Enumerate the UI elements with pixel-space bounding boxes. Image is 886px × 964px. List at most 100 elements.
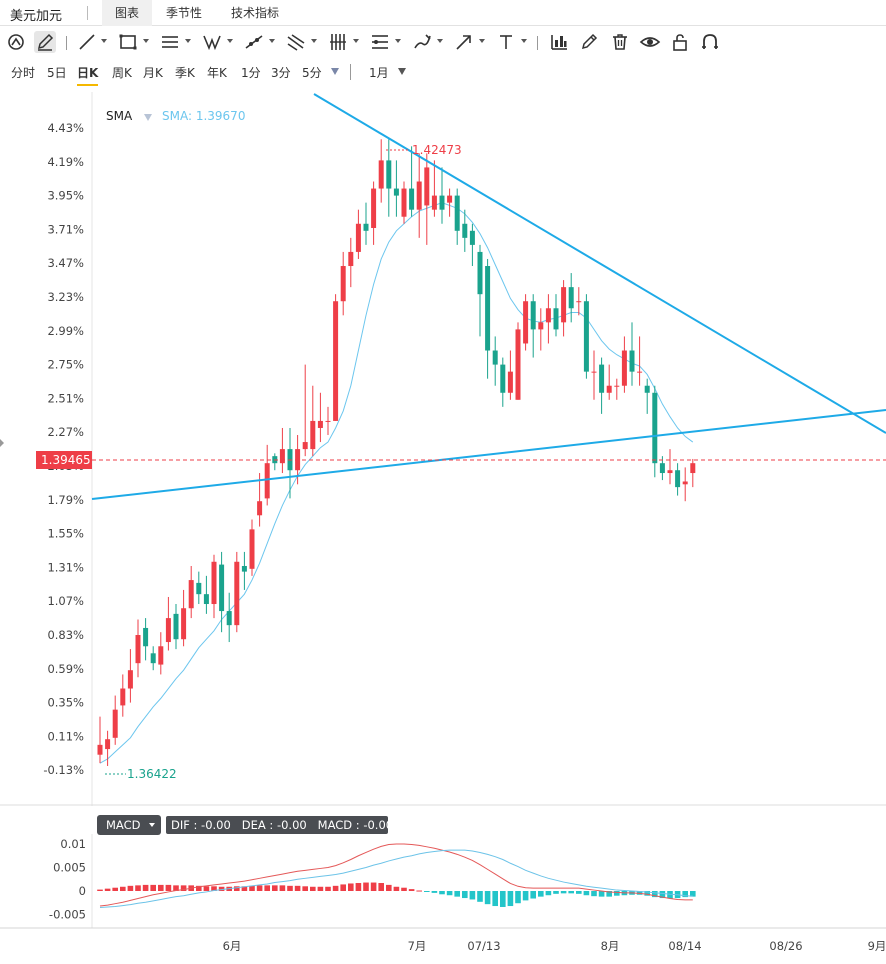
chevron-down-icon[interactable] bbox=[227, 39, 233, 43]
candle[interactable] bbox=[120, 674, 126, 717]
candle[interactable] bbox=[97, 716, 103, 764]
candle[interactable] bbox=[150, 646, 156, 671]
eye-icon[interactable] bbox=[639, 31, 661, 53]
candle[interactable] bbox=[234, 551, 240, 633]
candle[interactable] bbox=[135, 619, 141, 678]
candle[interactable] bbox=[454, 188, 460, 245]
candle[interactable] bbox=[424, 153, 430, 245]
arrow-icon[interactable] bbox=[453, 31, 475, 53]
candle[interactable] bbox=[538, 308, 544, 351]
parallel-lines-icon[interactable] bbox=[159, 31, 181, 53]
candle[interactable] bbox=[614, 378, 620, 400]
candle[interactable] bbox=[241, 551, 247, 590]
candle[interactable] bbox=[629, 322, 635, 386]
candle[interactable] bbox=[583, 294, 589, 379]
candle[interactable] bbox=[165, 596, 171, 651]
trash-icon[interactable] bbox=[609, 31, 631, 53]
period-weekly[interactable]: 周K bbox=[112, 66, 132, 80]
candle[interactable] bbox=[340, 251, 346, 316]
candle[interactable] bbox=[287, 427, 293, 499]
candle[interactable] bbox=[279, 427, 285, 474]
candle[interactable] bbox=[181, 589, 187, 647]
candle[interactable] bbox=[143, 618, 149, 661]
candle[interactable] bbox=[507, 350, 513, 400]
candle[interactable] bbox=[416, 153, 422, 238]
candle[interactable] bbox=[363, 202, 369, 245]
chevron-down-icon[interactable] bbox=[269, 39, 275, 43]
macd-selector[interactable] bbox=[97, 815, 161, 835]
candlestick-chart[interactable]: 4.43% 4.19% 3.95% 3.71% 3.47% 3.23% 2.99% 2.75%… bbox=[0, 92, 886, 806]
period-3min[interactable]: 3分 bbox=[271, 66, 291, 80]
candle[interactable] bbox=[325, 406, 331, 436]
candle[interactable] bbox=[644, 378, 650, 414]
macd-panel[interactable]: MACD DIF : -0.00 DEA : -0.00 MACD : -0.0… bbox=[0, 808, 886, 964]
candle[interactable] bbox=[211, 554, 217, 619]
trendline-support[interactable] bbox=[91, 409, 886, 500]
candle[interactable] bbox=[188, 565, 194, 619]
tab-chart[interactable]: 图表 bbox=[102, 0, 152, 26]
candle[interactable] bbox=[469, 223, 475, 267]
period-1min[interactable]: 1分 bbox=[241, 66, 261, 80]
pattern-icon[interactable] bbox=[201, 31, 223, 53]
fork-icon[interactable] bbox=[285, 31, 307, 53]
period-intraday[interactable]: 分时 bbox=[11, 66, 36, 80]
candle[interactable] bbox=[264, 444, 270, 506]
trendline-resistance[interactable] bbox=[313, 93, 886, 434]
candle[interactable] bbox=[348, 237, 354, 288]
candle[interactable] bbox=[599, 357, 605, 414]
candle[interactable] bbox=[591, 350, 597, 400]
candle[interactable] bbox=[203, 575, 209, 614]
candle[interactable] bbox=[378, 139, 384, 203]
bar-chart-icon[interactable] bbox=[548, 31, 570, 53]
candle[interactable] bbox=[637, 336, 643, 386]
candle[interactable] bbox=[561, 280, 567, 337]
period-more-icon[interactable] bbox=[331, 68, 339, 75]
candle[interactable] bbox=[439, 167, 445, 224]
candle[interactable] bbox=[675, 463, 681, 496]
range-dropdown-icon[interactable] bbox=[398, 68, 406, 75]
candle[interactable] bbox=[477, 244, 483, 337]
candle[interactable] bbox=[606, 364, 612, 400]
candle[interactable] bbox=[401, 181, 407, 224]
period-5day[interactable]: 5日 bbox=[47, 66, 67, 80]
candle[interactable] bbox=[158, 632, 164, 675]
magnet-icon[interactable] bbox=[5, 31, 27, 53]
chevron-down-icon[interactable] bbox=[311, 39, 317, 43]
candle[interactable] bbox=[333, 294, 339, 421]
candle[interactable] bbox=[112, 695, 118, 745]
period-quarterly[interactable]: 季K bbox=[175, 66, 195, 80]
period-daily[interactable]: 日K bbox=[77, 64, 99, 86]
candle[interactable] bbox=[272, 453, 278, 471]
chevron-down-icon[interactable] bbox=[437, 39, 443, 43]
collapse-arrow-icon[interactable] bbox=[0, 439, 4, 447]
candle[interactable] bbox=[523, 294, 529, 351]
candle[interactable] bbox=[462, 209, 468, 252]
fib-icon[interactable] bbox=[369, 31, 391, 53]
chevron-down-icon[interactable] bbox=[101, 39, 107, 43]
candle[interactable] bbox=[485, 258, 491, 379]
chevron-down-icon[interactable] bbox=[479, 39, 485, 43]
candle[interactable] bbox=[257, 473, 263, 527]
text-icon[interactable] bbox=[495, 31, 517, 53]
candle[interactable] bbox=[682, 467, 688, 502]
magnet-u-icon[interactable] bbox=[699, 31, 721, 53]
candle[interactable] bbox=[127, 649, 133, 703]
ray-icon[interactable] bbox=[243, 31, 265, 53]
candle[interactable] bbox=[196, 571, 202, 605]
candle[interactable] bbox=[652, 385, 658, 478]
range-select[interactable]: 1月 bbox=[369, 66, 389, 80]
candle[interactable] bbox=[621, 336, 627, 393]
candle[interactable] bbox=[219, 551, 225, 633]
candle[interactable] bbox=[317, 392, 323, 443]
line-icon[interactable] bbox=[76, 31, 98, 53]
sma-legend-toggle-icon[interactable] bbox=[144, 114, 152, 121]
candle[interactable] bbox=[371, 181, 377, 245]
candle[interactable] bbox=[431, 160, 437, 217]
candle[interactable] bbox=[173, 604, 179, 650]
candle[interactable] bbox=[409, 146, 415, 217]
pencil-icon[interactable] bbox=[34, 31, 56, 53]
candle[interactable] bbox=[553, 294, 559, 337]
candle[interactable] bbox=[515, 322, 521, 400]
chevron-down-icon[interactable] bbox=[395, 39, 401, 43]
candle[interactable] bbox=[386, 139, 392, 217]
